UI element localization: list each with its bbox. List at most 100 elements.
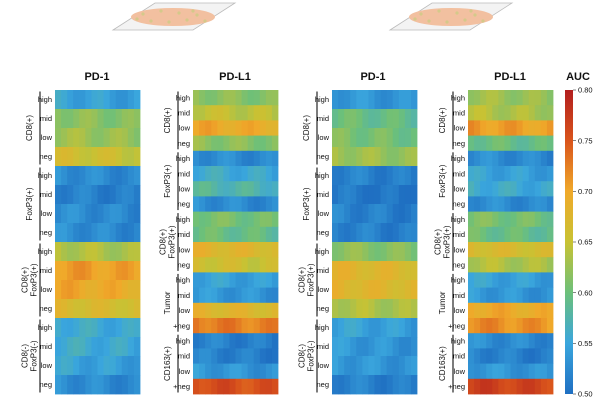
heatmap-cell xyxy=(103,356,111,376)
heatmap-cell xyxy=(229,181,236,197)
row-level-label: mid xyxy=(453,169,465,178)
heatmap-cell xyxy=(362,280,369,300)
heatmap-cell xyxy=(259,135,267,152)
heatmap-cell xyxy=(55,223,62,243)
heatmap-cell xyxy=(199,181,206,197)
heatmap-cell xyxy=(109,261,117,281)
heatmap-cell xyxy=(338,204,345,224)
heatmap-cell xyxy=(103,185,111,205)
heatmap-cell xyxy=(380,261,388,281)
heatmap-cell xyxy=(404,204,412,224)
heatmap-cell xyxy=(241,135,249,152)
heatmap-cell xyxy=(133,128,141,148)
heatmap-cell xyxy=(55,337,62,357)
heatmap-cell xyxy=(516,272,524,288)
row-level-label: low xyxy=(318,285,330,294)
heatmap-row xyxy=(55,185,141,205)
heatmap-cell xyxy=(229,257,236,273)
heatmap-cell xyxy=(516,150,524,167)
heatmap-cell xyxy=(362,318,369,338)
heatmap-cell xyxy=(121,242,129,262)
heatmap-cell xyxy=(121,128,129,148)
group-label: CD8(-) xyxy=(21,344,30,368)
heatmap-cell xyxy=(546,135,554,152)
heatmap-cell xyxy=(534,181,542,197)
heatmap-cell xyxy=(85,242,92,262)
heatmap-row xyxy=(332,299,418,319)
heatmap-cell xyxy=(498,166,505,182)
heatmap-cell xyxy=(338,356,345,376)
tissue-blob xyxy=(131,8,215,26)
heatmap-cell xyxy=(356,337,363,357)
heatmap-cell xyxy=(468,120,475,136)
heatmap-cell xyxy=(380,280,388,300)
heatmap-cell xyxy=(121,147,129,167)
heatmap-cell xyxy=(85,356,92,376)
heatmap-cell xyxy=(271,135,279,152)
heatmap-cell xyxy=(498,287,505,304)
group-label: CD8(+) xyxy=(298,267,307,293)
heatmap-cell xyxy=(61,375,68,395)
heatmap-cell xyxy=(510,257,517,273)
heatmap-cell xyxy=(528,333,536,349)
heatmap-cell xyxy=(199,348,206,364)
heatmap-row xyxy=(468,150,554,167)
heatmap-cell xyxy=(410,280,418,300)
heatmap-cell xyxy=(73,109,80,129)
heatmap-cell xyxy=(546,150,554,167)
heatmap-cell xyxy=(528,318,536,334)
row-level-label: neg xyxy=(177,139,190,148)
heatmap-cell xyxy=(265,257,273,273)
row-level-label: neg xyxy=(316,228,329,237)
heatmap-cell xyxy=(79,356,86,376)
heatmap-cell xyxy=(510,105,517,121)
heatmap-row xyxy=(193,150,279,167)
heatmap-cell xyxy=(344,166,351,186)
heatmap-cell xyxy=(205,272,212,288)
heatmap-row xyxy=(55,109,141,129)
heatmap-cell xyxy=(528,302,536,319)
panel-title-pd1-left: PD-1 xyxy=(84,71,109,83)
heatmap-cell xyxy=(480,272,487,288)
heatmap-cell xyxy=(486,272,493,288)
heatmap-cell xyxy=(199,363,206,380)
heatmap-cell xyxy=(546,211,554,228)
heatmap-cell xyxy=(115,299,123,319)
heatmap-cell xyxy=(546,166,554,182)
heatmap-cell xyxy=(79,299,86,319)
heatmap-cell xyxy=(259,378,267,395)
row-level-label: mid xyxy=(317,114,329,123)
heatmap-cell xyxy=(356,375,363,395)
heatmap-cell xyxy=(61,166,68,186)
heatmap-cell xyxy=(265,150,273,167)
heatmap-cell xyxy=(344,90,351,110)
heatmap-cell xyxy=(79,223,86,243)
heatmap-cell xyxy=(492,90,499,106)
group-label: CD8(+) xyxy=(159,229,168,255)
heatmap-cell xyxy=(368,280,375,300)
heatmap-cell xyxy=(480,150,487,167)
heatmap-cell xyxy=(498,318,505,334)
heatmap-cell xyxy=(468,318,475,334)
heatmap-cell xyxy=(534,226,542,243)
heatmap-cell xyxy=(480,257,487,273)
row-level-label: neg xyxy=(452,261,465,270)
heatmap-cell xyxy=(510,242,517,258)
heatmap-cell xyxy=(115,242,123,262)
heatmap-cell xyxy=(121,356,129,376)
heatmap-row xyxy=(468,348,554,364)
heatmap-cell xyxy=(205,318,212,334)
heatmap-cell xyxy=(486,166,493,182)
group-label: CD8(+) xyxy=(434,229,443,255)
heatmap-cell xyxy=(392,356,400,376)
heatmap-cell xyxy=(217,226,224,243)
heatmap-cell xyxy=(356,318,363,338)
row-level-label: low xyxy=(454,245,466,254)
heatmap-cell xyxy=(109,299,117,319)
heatmap-cell xyxy=(540,226,548,243)
heatmap-row xyxy=(193,90,279,106)
tissue-spot xyxy=(195,13,199,17)
heatmap-cell xyxy=(217,105,224,121)
heatmap-row xyxy=(332,223,418,243)
heatmap-cell xyxy=(109,375,117,395)
